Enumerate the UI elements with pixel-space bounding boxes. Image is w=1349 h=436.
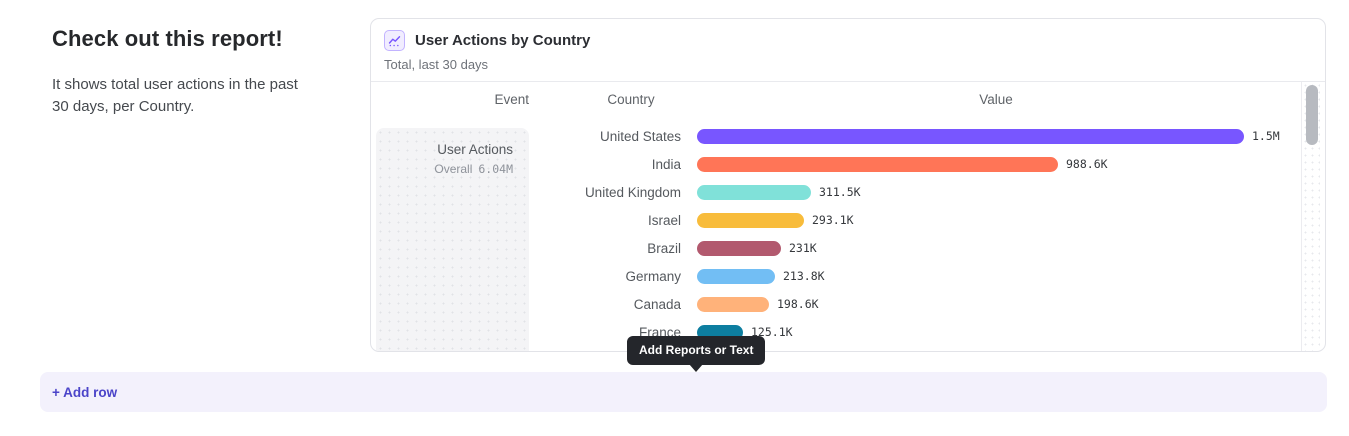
value-bar[interactable]	[697, 184, 811, 200]
table-row: Canada 198.6K	[371, 290, 1301, 318]
country-label: Germany	[625, 268, 681, 284]
line-chart-icon	[384, 30, 405, 51]
add-row-strip[interactable]: + Add row	[40, 372, 1327, 412]
country-label: United States	[599, 128, 681, 144]
value-label: 231K	[789, 241, 817, 255]
value-label: 125.1K	[751, 325, 793, 339]
event-total: Overall 6.04M	[376, 162, 513, 176]
country-label: Israel	[647, 212, 681, 228]
value-bar[interactable]	[697, 128, 1244, 144]
report-card: User Actions by Country Total, last 30 d…	[370, 18, 1326, 352]
value-bar[interactable]	[697, 296, 769, 312]
table-row: France 125.1K	[371, 318, 1301, 346]
table-row: United States 1.5M	[371, 122, 1301, 150]
intro-block: Check out this report! It shows total us…	[52, 26, 302, 118]
page-title: Check out this report!	[52, 26, 283, 51]
event-total-value: 6.04M	[478, 162, 513, 176]
event-cell[interactable]: User Actions Overall 6.04M	[376, 128, 529, 351]
add-reports-tooltip: Add Reports or Text	[627, 336, 766, 372]
column-header-country: Country	[607, 92, 655, 107]
column-header-value: Value	[979, 92, 1013, 107]
table-row: Brazil 231K	[371, 234, 1301, 262]
value-bar[interactable]	[697, 268, 775, 284]
value-label: 311.5K	[819, 185, 861, 199]
country-label: Brazil	[647, 240, 681, 256]
report-table: Event Country Value User Actions Overall…	[371, 82, 1325, 351]
country-label: United Kingdom	[584, 184, 681, 200]
report-title[interactable]: User Actions by Country	[415, 32, 591, 49]
value-bar[interactable]	[697, 156, 1058, 172]
report-subtitle: Total, last 30 days	[384, 57, 489, 72]
event-aggregation-label: Overall	[434, 162, 473, 176]
scrollbar-thumb[interactable]	[1306, 85, 1318, 145]
table-row: United Kingdom 311.5K	[371, 178, 1301, 206]
bar-rows: United States 1.5M India 988.6K United Kingd…	[371, 122, 1301, 346]
value-label: 1.5M	[1252, 129, 1280, 143]
country-label: India	[651, 156, 681, 172]
country-label: Canada	[633, 296, 681, 312]
value-label: 293.1K	[812, 213, 854, 227]
table-row: India 988.6K	[371, 150, 1301, 178]
scrollbar-track[interactable]	[1301, 82, 1320, 351]
value-bar[interactable]	[697, 212, 804, 228]
country-label: France	[638, 324, 681, 340]
add-row-button[interactable]: + Add row	[52, 384, 118, 400]
value-bar[interactable]	[697, 240, 781, 256]
intro-description: It shows total user actions in the past …	[52, 76, 298, 115]
table-row: Germany 213.8K	[371, 262, 1301, 290]
report-card-header: User Actions by Country Total, last 30 d…	[371, 19, 1325, 82]
table-row: Israel 293.1K	[371, 206, 1301, 234]
column-header-event: Event	[494, 92, 529, 107]
value-label: 988.6K	[1066, 157, 1108, 171]
value-label: 198.6K	[777, 297, 819, 311]
value-bar[interactable]	[697, 324, 743, 340]
event-name: User Actions	[437, 142, 513, 157]
value-label: 213.8K	[783, 269, 825, 283]
